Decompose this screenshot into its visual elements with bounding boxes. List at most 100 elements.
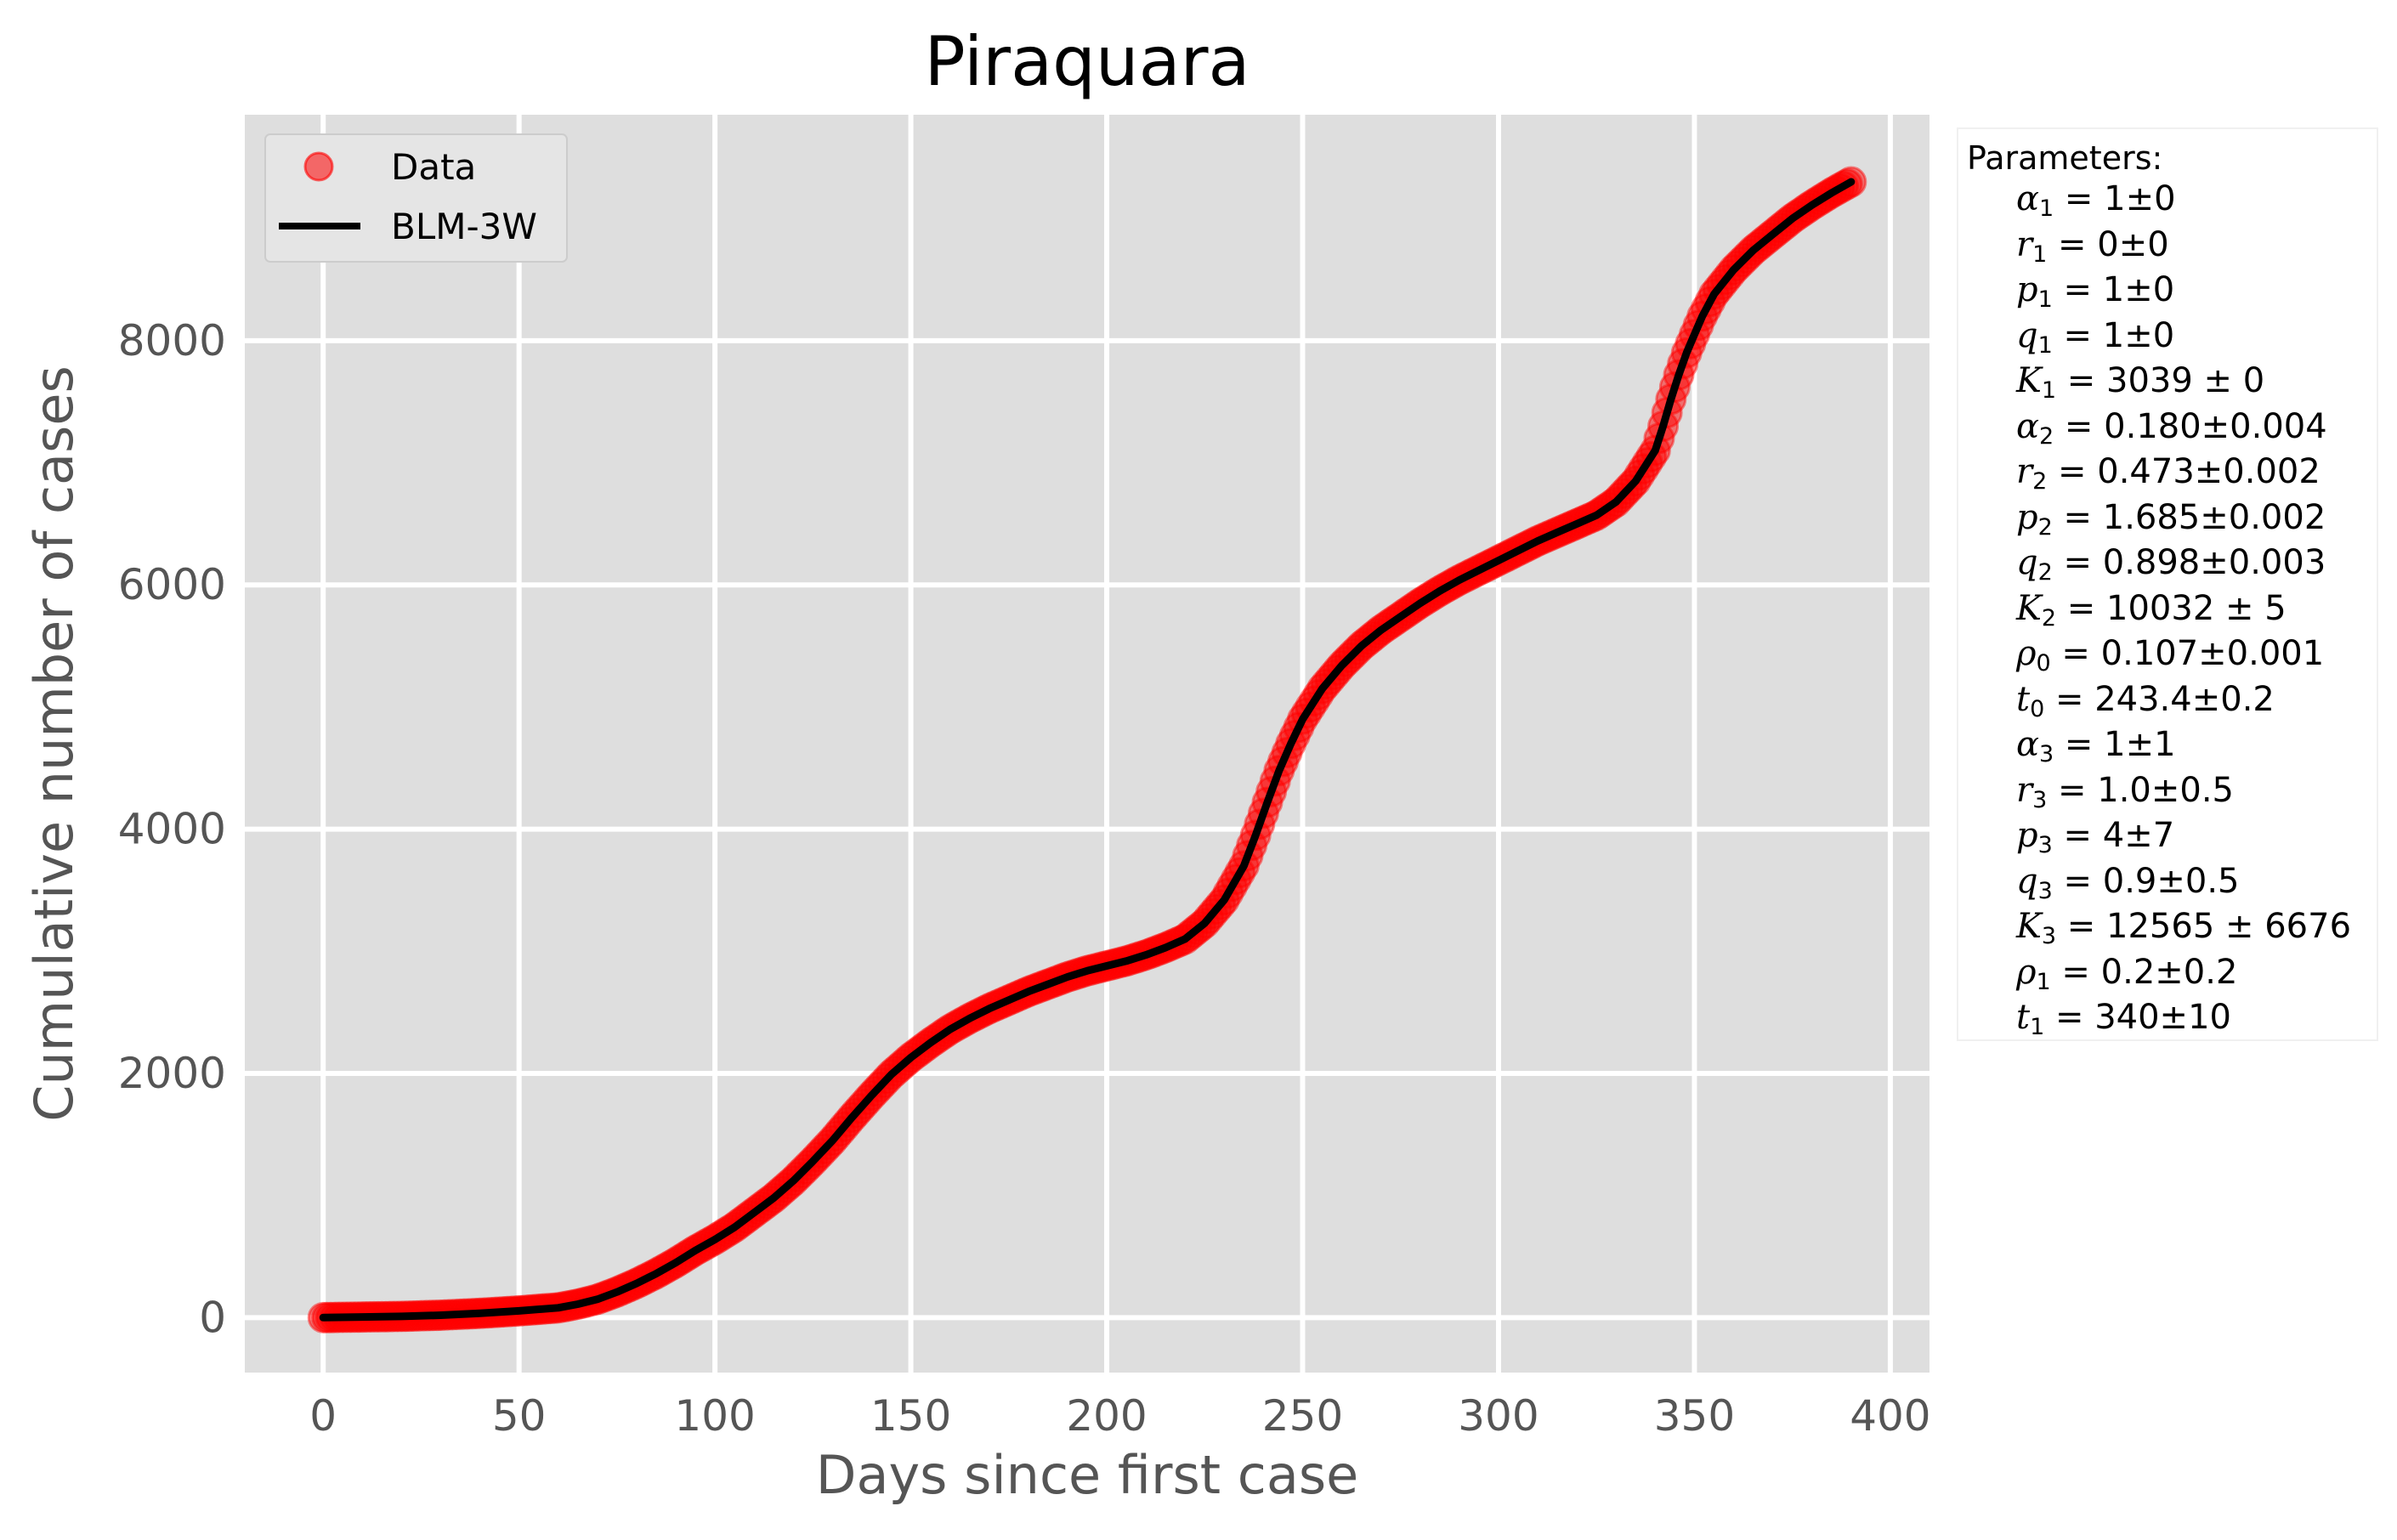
plot-background	[245, 115, 1930, 1373]
parameter-subscript: 2	[2041, 604, 2057, 631]
x-tick-label: 400	[1850, 1391, 1930, 1441]
y-tick-label: 6000	[118, 560, 226, 609]
parameter-subscript: 0	[2036, 650, 2051, 677]
parameter-value: = 0.9±0.5	[2052, 861, 2240, 901]
parameter-subscript: 1	[2032, 241, 2048, 268]
x-tick-label: 300	[1458, 1391, 1538, 1441]
parameter-item: α3 = 1±1	[2016, 722, 2351, 768]
y-tick-label: 0	[199, 1293, 226, 1342]
parameter-item: r2 = 0.473±0.002	[2016, 450, 2351, 495]
parameter-item: K1 = 3039 ± 0	[2016, 359, 2351, 405]
parameter-item: r3 = 1.0±0.5	[2016, 768, 2351, 814]
legend-label-fit: BLM-3W	[391, 206, 537, 247]
parameter-value: = 1±1	[2054, 725, 2176, 764]
parameter-symbol: t	[2016, 679, 2031, 719]
data-series	[307, 166, 1867, 1333]
parameter-item: K2 = 10032 ± 5	[2016, 586, 2351, 632]
parameters-title: Parameters:	[1967, 139, 2163, 177]
parameters-box: Parameters: α1 = 1±0 r1 = 0±0 p1 = 1±0 q1 =…	[1957, 127, 2378, 1041]
parameter-symbol: ρ	[2016, 634, 2037, 673]
parameter-symbol: K	[2016, 907, 2042, 946]
parameter-value: = 4±7	[2052, 816, 2175, 855]
parameter-subscript: 2	[2039, 422, 2054, 450]
parameter-symbol: K	[2016, 361, 2042, 400]
parameter-symbol: q	[2016, 543, 2038, 582]
parameter-item: ρ0 = 0.107±0.001	[2016, 631, 2351, 677]
parameter-symbol: K	[2016, 588, 2042, 628]
parameter-subscript: 1	[2041, 377, 2057, 404]
x-tick-label: 200	[1066, 1391, 1147, 1441]
parameter-value: = 340±10	[2044, 998, 2231, 1037]
parameters-list: α1 = 1±0 r1 = 0±0 p1 = 1±0 q1 = 1±0 K1 = 303…	[2016, 177, 2351, 1041]
parameter-item: t0 = 243.4±0.2	[2016, 677, 2351, 723]
parameter-symbol: t	[2016, 998, 2031, 1037]
parameter-symbol: r	[2016, 224, 2033, 264]
parameter-symbol: r	[2016, 770, 2033, 810]
parameter-value: = 1.685±0.002	[2052, 497, 2326, 537]
parameter-value: = 1±0	[2054, 179, 2176, 218]
x-tick-label: 100	[674, 1391, 755, 1441]
parameter-symbol: ρ	[2016, 952, 2037, 992]
parameter-symbol: p	[2016, 497, 2038, 537]
legend: Data BLM-3W	[264, 133, 568, 263]
parameter-subscript: 1	[2039, 195, 2054, 222]
parameter-value: = 0.107±0.001	[2050, 634, 2325, 673]
y-axis-label: Cumulative number of cases	[23, 365, 85, 1122]
parameter-subscript: 2	[2037, 559, 2053, 586]
parameter-symbol: p	[2016, 270, 2038, 309]
parameter-item: ρ1 = 0.2±0.2	[2016, 950, 2351, 996]
chart-title: Piraquara	[924, 22, 1250, 101]
tick-labels: 0 50 100 150 200 250 300 350 4000200040006000800…	[118, 316, 1931, 1441]
parameter-symbol: α	[2016, 406, 2040, 446]
parameter-item: q1 = 1±0	[2016, 314, 2351, 360]
parameter-item: r1 = 0±0	[2016, 223, 2351, 269]
parameter-value: = 1±0	[2052, 270, 2175, 309]
parameter-value: = 3039 ± 0	[2056, 361, 2265, 400]
parameter-item: p3 = 4±7	[2016, 813, 2351, 859]
parameter-value: = 1.0±0.5	[2047, 770, 2234, 810]
parameter-symbol: α	[2016, 725, 2040, 764]
parameter-subscript: 2	[2032, 468, 2048, 495]
legend-marker-data	[303, 151, 334, 182]
x-tick-label: 250	[1262, 1391, 1343, 1441]
parameter-value: = 12565 ± 6676	[2056, 907, 2352, 946]
parameter-symbol: r	[2016, 452, 2033, 491]
parameter-subscript: 2	[2037, 513, 2053, 541]
parameter-value: = 0.473±0.002	[2047, 452, 2320, 491]
x-tick-label: 150	[870, 1391, 951, 1441]
parameter-value: = 0.898±0.003	[2052, 543, 2326, 582]
parameter-value: = 0.180±0.004	[2054, 406, 2327, 446]
parameter-item: α1 = 1±0	[2016, 177, 2351, 223]
parameter-item: p1 = 1±0	[2016, 268, 2351, 314]
parameter-value: = 10032 ± 5	[2056, 588, 2286, 628]
parameter-subscript: 3	[2039, 741, 2054, 767]
parameter-subscript: 1	[2030, 1014, 2045, 1040]
parameter-subscript: 3	[2037, 877, 2053, 904]
parameter-value: = 0±0	[2047, 224, 2169, 264]
parameter-item: q3 = 0.9±0.5	[2016, 859, 2351, 905]
parameter-subscript: 3	[2037, 832, 2053, 858]
parameter-subscript: 1	[2036, 968, 2051, 995]
parameter-subscript: 1	[2037, 286, 2053, 313]
parameter-symbol: p	[2016, 816, 2038, 855]
y-tick-label: 8000	[118, 316, 226, 365]
parameter-value: = 0.2±0.2	[2050, 952, 2238, 992]
x-tick-label: 0	[309, 1391, 337, 1441]
parameter-subscript: 3	[2032, 786, 2048, 813]
parameter-subscript: 0	[2030, 695, 2045, 722]
y-tick-label: 2000	[118, 1049, 226, 1098]
parameter-item: t1 = 340±10	[2016, 995, 2351, 1041]
legend-label-data: Data	[391, 146, 476, 188]
parameter-item: q2 = 0.898±0.003	[2016, 541, 2351, 586]
parameter-value: = 243.4±0.2	[2044, 679, 2275, 719]
y-tick-label: 4000	[118, 805, 226, 854]
parameter-item: α2 = 0.180±0.004	[2016, 405, 2351, 450]
parameter-item: p2 = 1.685±0.002	[2016, 495, 2351, 541]
parameter-symbol: α	[2016, 179, 2040, 218]
parameter-item: K3 = 12565 ± 6676	[2016, 904, 2351, 950]
x-axis-label: Days since first case	[816, 1444, 1359, 1506]
x-tick-label: 350	[1654, 1391, 1735, 1441]
legend-box	[264, 133, 568, 263]
fit-line	[319, 178, 1856, 1322]
